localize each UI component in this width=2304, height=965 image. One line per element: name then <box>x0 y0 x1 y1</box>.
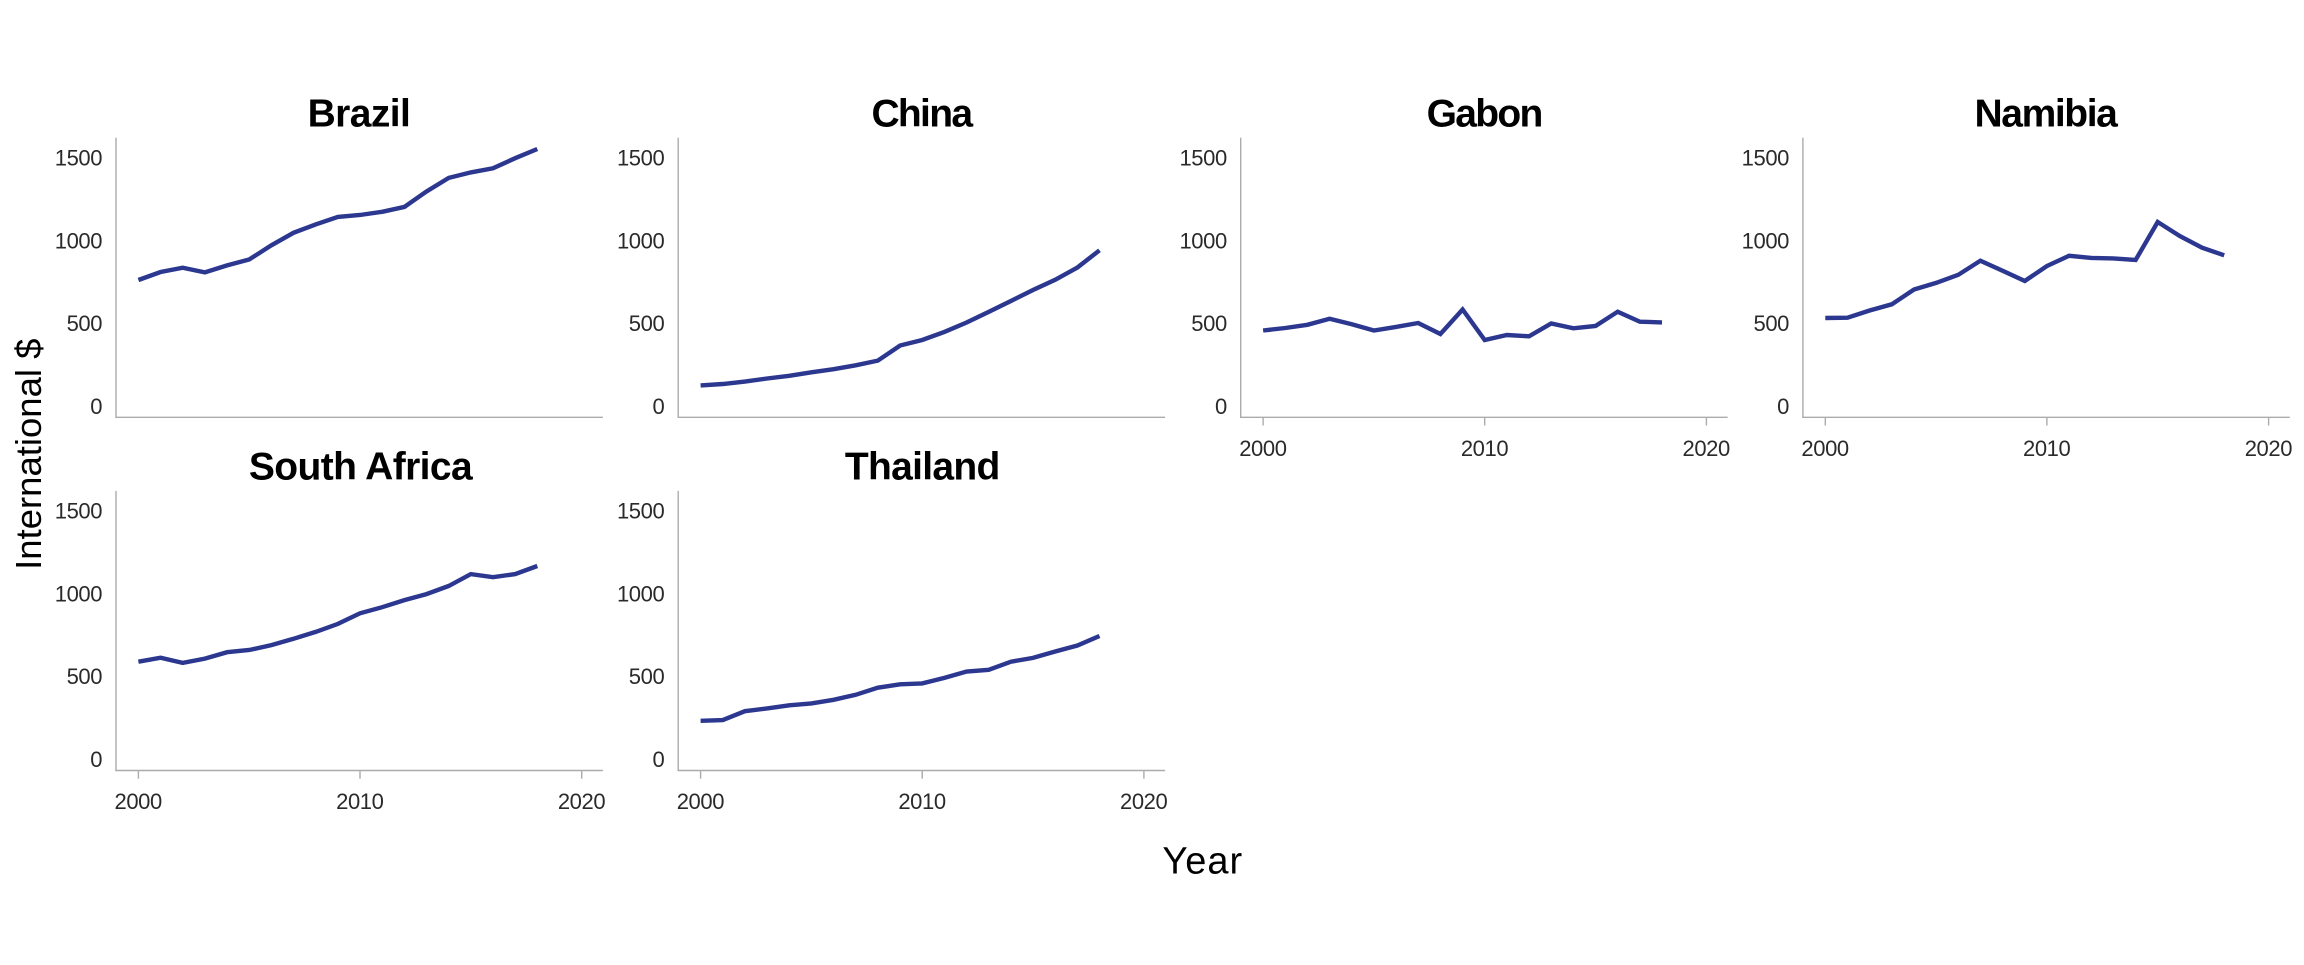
svg-text:2020: 2020 <box>1683 436 1731 461</box>
svg-text:2000: 2000 <box>1239 436 1287 461</box>
svg-text:2000: 2000 <box>115 789 163 814</box>
svg-text:Year: Year <box>1162 841 1243 883</box>
svg-text:500: 500 <box>629 664 665 689</box>
svg-text:2000: 2000 <box>1801 436 1849 461</box>
svg-text:1500: 1500 <box>617 146 665 171</box>
svg-text:2010: 2010 <box>2023 436 2071 461</box>
svg-text:1000: 1000 <box>55 581 103 606</box>
svg-text:500: 500 <box>1191 311 1227 336</box>
svg-text:International $: International $ <box>8 339 49 570</box>
svg-text:1500: 1500 <box>617 499 665 524</box>
svg-text:1500: 1500 <box>55 146 103 171</box>
svg-text:2000: 2000 <box>677 789 725 814</box>
svg-text:0: 0 <box>652 747 664 772</box>
svg-text:2010: 2010 <box>336 789 384 814</box>
svg-text:0: 0 <box>1215 394 1227 419</box>
svg-text:2010: 2010 <box>898 789 946 814</box>
svg-text:1000: 1000 <box>617 228 665 253</box>
svg-text:0: 0 <box>90 747 102 772</box>
svg-text:0: 0 <box>1777 394 1789 419</box>
svg-text:1000: 1000 <box>617 581 665 606</box>
svg-text:Gabon: Gabon <box>1427 92 1542 135</box>
svg-text:Brazil: Brazil <box>308 92 411 135</box>
svg-text:1500: 1500 <box>1742 146 1790 171</box>
svg-text:China: China <box>871 92 973 135</box>
svg-text:2010: 2010 <box>1461 436 1509 461</box>
svg-text:2020: 2020 <box>558 789 606 814</box>
svg-text:Thailand: Thailand <box>845 445 1000 488</box>
svg-text:500: 500 <box>67 664 103 689</box>
svg-text:1500: 1500 <box>55 499 103 524</box>
svg-text:0: 0 <box>90 394 102 419</box>
svg-text:1000: 1000 <box>1742 228 1790 253</box>
svg-text:500: 500 <box>629 311 665 336</box>
svg-text:1500: 1500 <box>1179 146 1227 171</box>
svg-text:2020: 2020 <box>2245 436 2293 461</box>
svg-text:500: 500 <box>1753 311 1789 336</box>
svg-text:South Africa: South Africa <box>249 445 473 488</box>
svg-text:1000: 1000 <box>1179 228 1227 253</box>
svg-text:0: 0 <box>652 394 664 419</box>
svg-text:2020: 2020 <box>1120 789 1168 814</box>
svg-text:500: 500 <box>67 311 103 336</box>
svg-text:Namibia: Namibia <box>1975 92 2119 135</box>
svg-text:1000: 1000 <box>55 228 103 253</box>
